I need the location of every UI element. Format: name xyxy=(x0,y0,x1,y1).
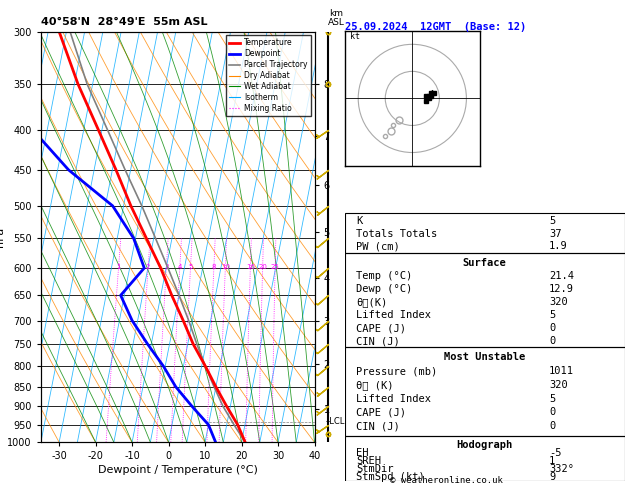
Text: θᴀ (K): θᴀ (K) xyxy=(356,380,393,390)
Text: 21.4: 21.4 xyxy=(549,271,574,281)
Text: 5: 5 xyxy=(549,394,555,404)
Text: 320: 320 xyxy=(549,297,568,307)
Legend: Temperature, Dewpoint, Parcel Trajectory, Dry Adiabat, Wet Adiabat, Isotherm, Mi: Temperature, Dewpoint, Parcel Trajectory… xyxy=(226,35,311,116)
Text: 1: 1 xyxy=(549,456,555,466)
Text: 1011: 1011 xyxy=(549,366,574,376)
Text: 2: 2 xyxy=(146,264,150,270)
Text: Lifted Index: Lifted Index xyxy=(356,394,431,404)
Text: –LCL: –LCL xyxy=(325,417,345,426)
Text: 5: 5 xyxy=(188,264,192,270)
Text: 37: 37 xyxy=(549,229,562,239)
Text: CIN (J): CIN (J) xyxy=(356,336,399,347)
Text: Totals Totals: Totals Totals xyxy=(356,229,437,239)
Text: 10: 10 xyxy=(221,264,230,270)
Bar xyxy=(345,213,625,253)
Text: CIN (J): CIN (J) xyxy=(356,421,399,431)
Text: 1: 1 xyxy=(116,264,121,270)
Text: 3: 3 xyxy=(164,264,169,270)
Text: K: K xyxy=(356,216,362,226)
Text: km
ASL: km ASL xyxy=(328,10,345,28)
Text: CAPE (J): CAPE (J) xyxy=(356,323,406,333)
Text: Temp (°C): Temp (°C) xyxy=(356,271,412,281)
Text: 0: 0 xyxy=(549,323,555,333)
Text: 16: 16 xyxy=(246,264,255,270)
Text: StmSpd (kt): StmSpd (kt) xyxy=(356,472,425,482)
Bar xyxy=(345,253,625,347)
Text: 25: 25 xyxy=(270,264,279,270)
Text: 5: 5 xyxy=(549,310,555,320)
Text: Dewp (°C): Dewp (°C) xyxy=(356,284,412,294)
Text: 1.9: 1.9 xyxy=(549,242,568,251)
Text: Surface: Surface xyxy=(463,258,506,268)
Text: Hodograph: Hodograph xyxy=(457,440,513,450)
Text: 25.09.2024  12GMT  (Base: 12): 25.09.2024 12GMT (Base: 12) xyxy=(345,22,526,32)
Text: CAPE (J): CAPE (J) xyxy=(356,407,406,417)
Text: 9: 9 xyxy=(549,472,555,482)
Text: PW (cm): PW (cm) xyxy=(356,242,399,251)
Text: Pressure (mb): Pressure (mb) xyxy=(356,366,437,376)
Text: © weatheronline.co.uk: © weatheronline.co.uk xyxy=(390,475,503,485)
Text: Lifted Index: Lifted Index xyxy=(356,310,431,320)
Y-axis label: hPa: hPa xyxy=(0,227,4,247)
Text: 5: 5 xyxy=(549,216,555,226)
Text: StmDir: StmDir xyxy=(356,464,393,474)
Text: 0: 0 xyxy=(549,407,555,417)
Text: 8: 8 xyxy=(211,264,216,270)
Text: 12.9: 12.9 xyxy=(549,284,574,294)
X-axis label: Dewpoint / Temperature (°C): Dewpoint / Temperature (°C) xyxy=(97,466,258,475)
Text: Most Unstable: Most Unstable xyxy=(444,352,525,363)
Text: 4: 4 xyxy=(177,264,182,270)
Text: 0: 0 xyxy=(549,421,555,431)
Text: 40°58'N  28°49'E  55m ASL: 40°58'N 28°49'E 55m ASL xyxy=(41,17,208,28)
Text: 20: 20 xyxy=(258,264,267,270)
Text: 0: 0 xyxy=(549,336,555,347)
Text: 320: 320 xyxy=(549,380,568,390)
Text: -5: -5 xyxy=(549,448,562,458)
Text: EH: EH xyxy=(356,448,369,458)
Text: θᴀ(K): θᴀ(K) xyxy=(356,297,387,307)
Bar xyxy=(345,347,625,436)
Text: kt: kt xyxy=(350,32,360,41)
Text: 332°: 332° xyxy=(549,464,574,474)
Text: SREH: SREH xyxy=(356,456,381,466)
Bar xyxy=(345,436,625,481)
